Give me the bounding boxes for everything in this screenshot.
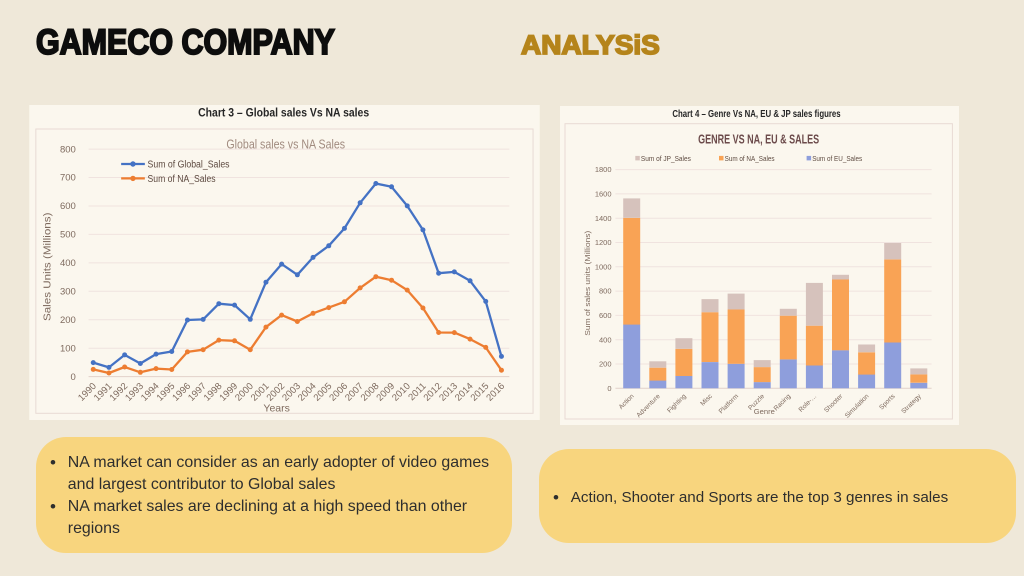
svg-text:700: 700 [60, 173, 76, 184]
svg-text:Global sales vs NA Sales: Global sales vs NA Sales [226, 136, 345, 151]
svg-text:600: 600 [60, 201, 76, 212]
svg-text:GENRE VS NA, EU & SALES: GENRE VS NA, EU & SALES [698, 131, 819, 146]
svg-text:1400: 1400 [595, 213, 612, 222]
svg-text:200: 200 [599, 359, 612, 368]
svg-text:200: 200 [60, 315, 76, 326]
svg-text:1000: 1000 [595, 262, 612, 271]
svg-text:1800: 1800 [595, 165, 612, 174]
svg-text:Sum of NA_Sales: Sum of NA_Sales [725, 153, 775, 162]
svg-text:100: 100 [60, 343, 76, 354]
svg-text:800: 800 [599, 286, 612, 295]
svg-text:1600: 1600 [595, 189, 612, 198]
svg-text:0: 0 [71, 372, 76, 383]
svg-text:300: 300 [60, 287, 76, 298]
svg-text:400: 400 [60, 258, 76, 269]
svg-text:0: 0 [607, 383, 611, 392]
svg-text:Sum of JP_Sales: Sum of JP_Sales [641, 153, 691, 162]
svg-text:600: 600 [599, 311, 612, 320]
svg-text:400: 400 [599, 335, 612, 344]
svg-text:Sum of sales units (Millions): Sum of sales units (Millions) [583, 230, 592, 335]
svg-text:Chart 3 – Global sales Vs NA s: Chart 3 – Global sales Vs NA sales [198, 107, 369, 119]
svg-text:Genre: Genre [754, 407, 775, 416]
svg-text:1200: 1200 [595, 238, 612, 247]
svg-text:Chart 4 – Genre Vs NA, EU & JP: Chart 4 – Genre Vs NA, EU & JP sales fig… [672, 108, 840, 120]
svg-text:Sum of EU_Sales: Sum of EU_Sales [812, 153, 862, 162]
svg-text:Sum of NA_Sales: Sum of NA_Sales [148, 174, 216, 185]
svg-text:500: 500 [60, 230, 76, 241]
svg-text:800: 800 [60, 144, 76, 155]
svg-text:Sum of Global_Sales: Sum of Global_Sales [148, 159, 230, 170]
svg-text:Sales Units (Millions): Sales Units (Millions) [43, 213, 54, 322]
svg-text:Years: Years [263, 403, 289, 415]
